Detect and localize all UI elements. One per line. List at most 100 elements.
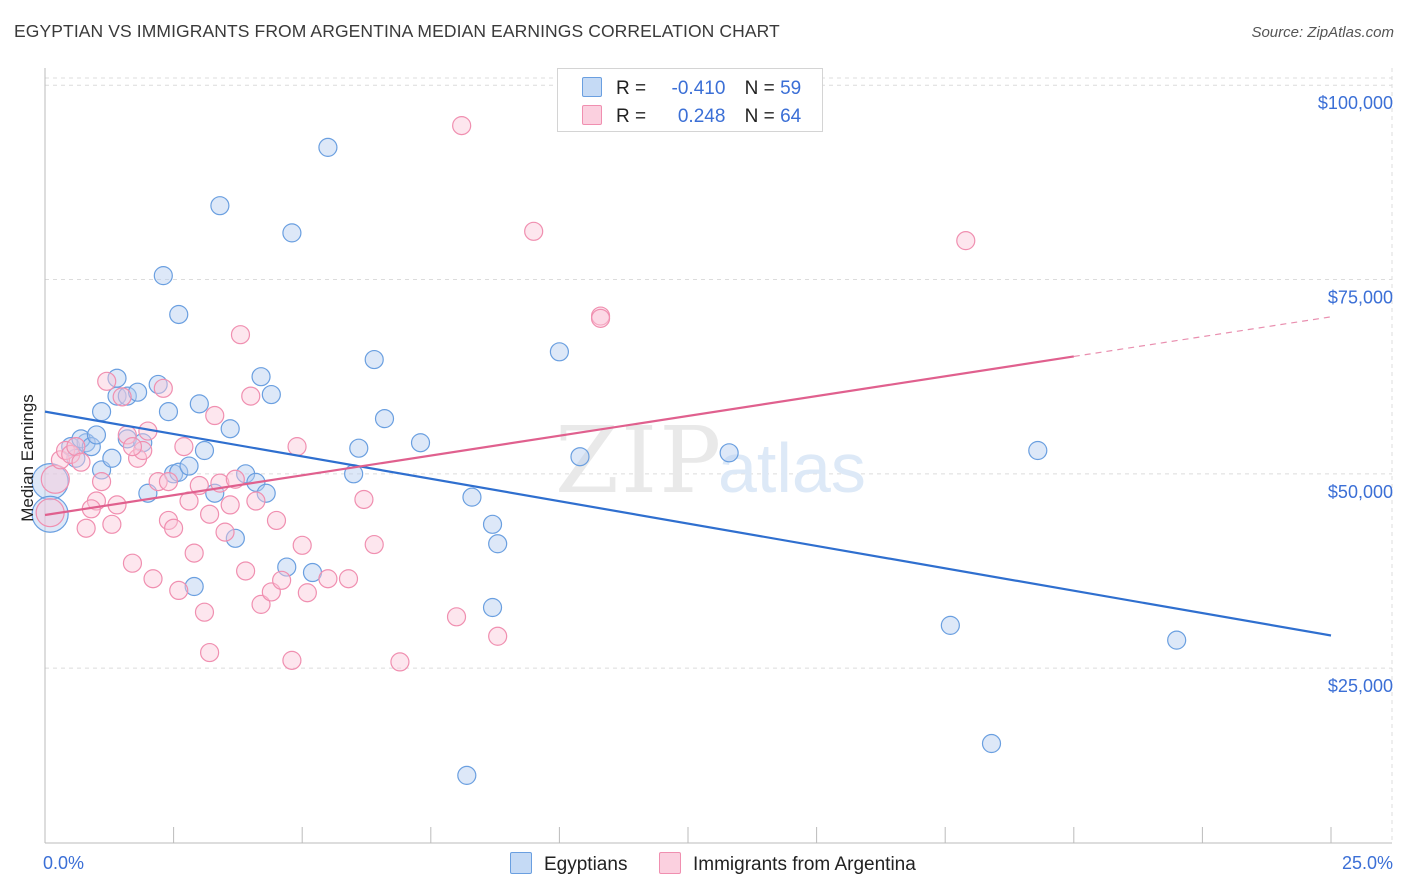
data-point	[446, 607, 467, 627]
data-point	[112, 387, 132, 407]
data-point	[194, 602, 215, 622]
data-point	[102, 514, 122, 534]
legend-n-value: 59	[780, 78, 802, 99]
data-point	[956, 231, 976, 251]
data-point	[488, 626, 508, 646]
data-point	[457, 765, 477, 785]
data-point	[66, 437, 86, 457]
legend-r-value: -0.410	[671, 78, 726, 99]
data-point	[241, 386, 261, 406]
trend-line-solid	[44, 355, 1074, 517]
data-point	[71, 452, 91, 472]
data-point	[251, 594, 271, 614]
data-point	[97, 371, 117, 391]
data-point	[590, 308, 611, 328]
data-point	[31, 462, 69, 501]
data-point	[81, 437, 101, 457]
y-tick-label: $25,000	[1328, 676, 1393, 696]
data-point	[410, 433, 431, 453]
y-axis-label: Median Earnings	[18, 394, 37, 522]
data-point	[272, 570, 292, 590]
data-point	[524, 221, 544, 241]
watermark-zip: ZIP	[555, 407, 723, 514]
data-point	[169, 580, 189, 601]
data-point	[251, 367, 271, 387]
data-point	[164, 518, 184, 538]
y-tick-labels: $100,000 $75,000 $50,000 $25,000	[1318, 93, 1393, 696]
data-point	[482, 597, 503, 618]
data-point	[282, 650, 302, 670]
data-point	[390, 652, 410, 672]
bottom-legend-argentina: Immigrants from Argentina	[659, 852, 916, 876]
data-point	[349, 438, 369, 458]
bottom-legend-egyptians: Egyptians	[510, 852, 627, 876]
data-point	[102, 448, 122, 468]
data-point	[50, 450, 71, 470]
data-point	[174, 437, 194, 457]
legend-n-label: N =	[744, 78, 775, 99]
axes	[44, 68, 1392, 844]
data-point	[169, 304, 189, 325]
data-point	[374, 409, 395, 429]
data-point	[462, 487, 482, 507]
correlation-legend: R = -0.410 N = 59 R = 0.248 N = 64	[557, 68, 823, 132]
legend-swatch-argentina	[582, 105, 602, 125]
legend-n-label: N =	[744, 106, 775, 127]
data-point	[127, 382, 148, 402]
bottom-legend-swatch-egyptians	[510, 852, 532, 874]
data-point	[225, 469, 245, 489]
data-point	[297, 583, 317, 603]
data-point	[236, 561, 256, 581]
data-point	[91, 471, 112, 492]
y-tick-label: $75,000	[1328, 288, 1393, 308]
data-point	[40, 464, 70, 494]
data-point	[318, 569, 338, 589]
legend-n-value: 64	[780, 106, 802, 127]
trend-line-dashed	[1073, 316, 1332, 358]
data-point	[354, 489, 374, 510]
data-point	[158, 471, 179, 492]
data-point	[364, 349, 384, 370]
data-point	[282, 223, 302, 243]
data-point	[220, 419, 240, 439]
data-point	[184, 576, 204, 597]
legend-r-label: R =	[616, 78, 647, 99]
data-point	[194, 440, 215, 461]
data-point	[220, 495, 240, 515]
bottom-legend-swatch-argentina	[659, 852, 681, 874]
data-point	[981, 733, 1002, 754]
watermark: ZIP atlas	[555, 407, 866, 514]
data-point	[122, 553, 143, 573]
data-point	[292, 535, 312, 555]
data-point	[184, 543, 204, 563]
data-point	[225, 528, 245, 548]
data-point	[148, 471, 168, 492]
data-point	[117, 386, 137, 406]
trend-line-solid	[44, 410, 1332, 637]
data-point	[230, 325, 251, 345]
legend-swatch-egyptians	[582, 77, 602, 97]
chart-title: EGYPTIAN VS IMMIGRANTS FROM ARGENTINA ME…	[14, 21, 780, 41]
bottom-legend-label-egyptians: Egyptians	[544, 854, 628, 875]
data-point	[1028, 440, 1048, 461]
data-point	[1167, 630, 1187, 650]
data-point	[153, 378, 173, 398]
data-point	[143, 569, 163, 589]
x-tick-label-max: 25.0%	[1342, 853, 1393, 873]
trend-lines	[44, 316, 1332, 637]
data-point	[570, 447, 590, 467]
legend-row-egyptians: R = -0.410 N = 59	[582, 77, 801, 99]
data-point	[549, 342, 570, 362]
watermark-atlas: atlas	[718, 429, 866, 507]
data-point	[76, 518, 96, 538]
data-point	[86, 425, 107, 445]
data-point	[318, 137, 338, 157]
data-point	[133, 440, 153, 461]
data-point	[91, 402, 112, 422]
data-point	[246, 491, 266, 511]
data-point	[719, 443, 739, 463]
legend-r-label: R =	[616, 106, 647, 127]
data-point	[158, 402, 179, 422]
data-point	[189, 394, 209, 414]
